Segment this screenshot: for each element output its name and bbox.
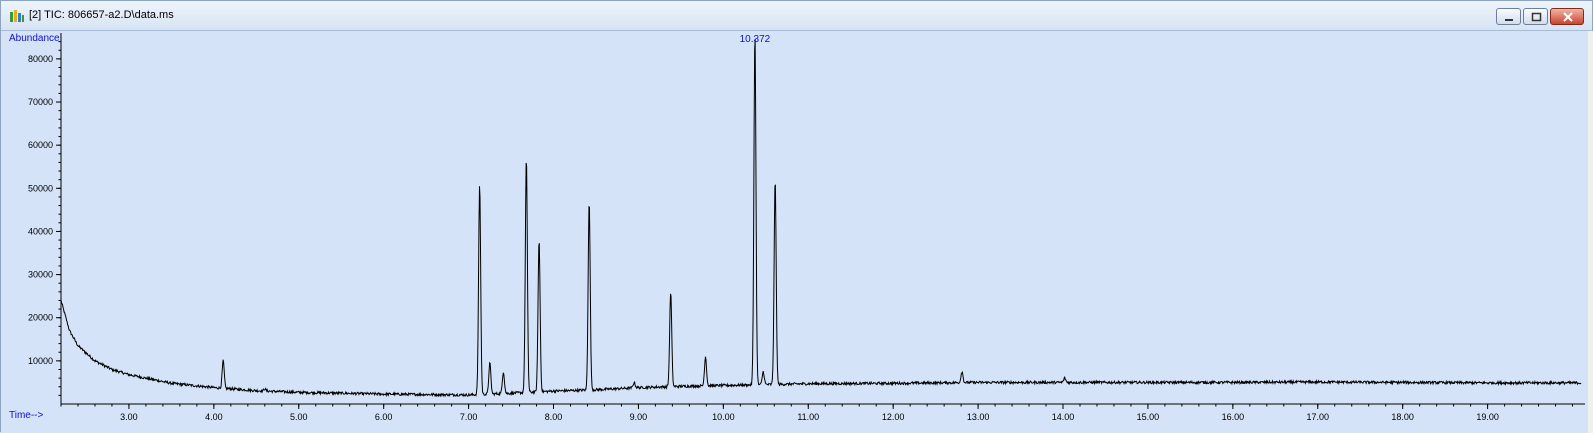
y-axis-label: Abundance — [9, 33, 60, 44]
close-button[interactable] — [1550, 8, 1584, 25]
maximize-button[interactable] — [1523, 8, 1548, 25]
x-tick-label: 14.00 — [1052, 412, 1075, 422]
x-tick-label: 16.00 — [1222, 412, 1245, 422]
x-tick-label: 10.00 — [712, 412, 735, 422]
y-tick-label: 10000 — [28, 356, 53, 366]
x-axis-label: Time--> — [9, 410, 44, 421]
close-icon — [1563, 12, 1573, 22]
x-tick-label: 5.00 — [290, 412, 308, 422]
title-bar[interactable]: [2] TIC: 806657-a2.D\data.ms — [1, 1, 1592, 31]
plot-background — [1, 31, 1588, 433]
tic-trace — [60, 38, 1582, 398]
chromatogram-app-icon — [10, 10, 24, 22]
x-tick-label: 13.00 — [967, 412, 990, 422]
x-tick-label: 11.00 — [797, 412, 819, 422]
minimize-button[interactable] — [1496, 8, 1521, 25]
y-tick-label: 30000 — [28, 270, 53, 280]
y-tick-label: 50000 — [28, 183, 53, 193]
y-tick-label: 60000 — [28, 140, 53, 150]
x-tick-label: 3.00 — [120, 412, 138, 422]
y-tick-label: 80000 — [28, 54, 53, 64]
x-tick-label: 17.00 — [1306, 412, 1329, 422]
y-tick-label: 20000 — [28, 313, 53, 323]
x-tick-label: 4.00 — [205, 412, 223, 422]
x-tick-label: 12.00 — [882, 412, 905, 422]
x-tick-label: 7.00 — [460, 412, 478, 422]
maximize-icon — [1531, 12, 1542, 22]
window-title: [2] TIC: 806657-a2.D\data.ms — [29, 9, 174, 21]
y-tick-label: 40000 — [28, 226, 53, 236]
x-tick-label: 9.00 — [630, 412, 648, 422]
x-tick-label: 15.00 — [1137, 412, 1160, 422]
minimize-icon — [1505, 19, 1513, 21]
x-tick-label: 19.00 — [1476, 412, 1499, 422]
y-tick-label: 70000 — [28, 97, 53, 107]
x-tick-label: 18.00 — [1391, 412, 1414, 422]
chromatogram-chart[interactable]: 3.00 4.00 5.00 6.00 7.00 8.00 9.00 10.00 11.00 12… — [1, 31, 1588, 433]
plot-area[interactable]: 3.00 4.00 5.00 6.00 7.00 8.00 9.00 10.00 11.00 12… — [1, 31, 1593, 433]
peak-label: 10.372 — [740, 34, 771, 45]
x-tick-label: 6.00 — [375, 412, 393, 422]
x-tick-label: 8.00 — [545, 412, 563, 422]
window-edge — [1588, 31, 1593, 433]
